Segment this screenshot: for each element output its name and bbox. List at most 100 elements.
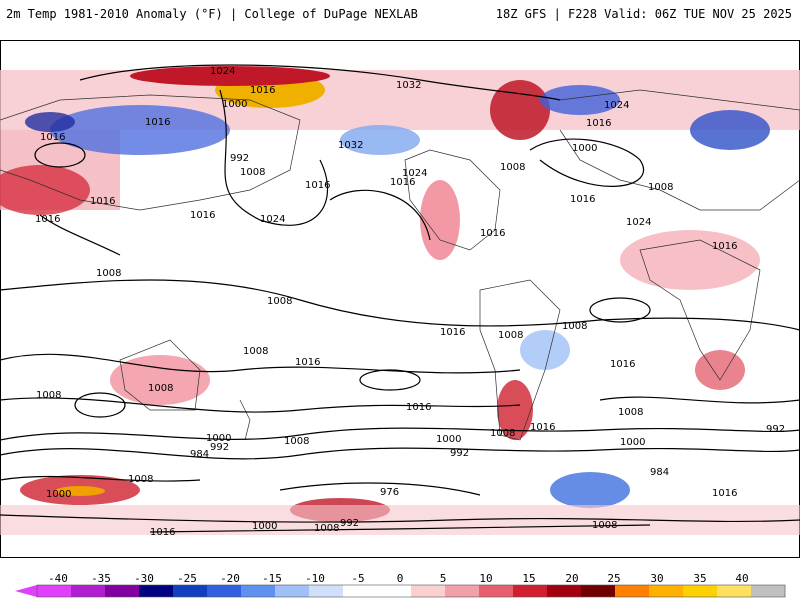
contour-label: 1024 xyxy=(604,100,629,111)
coastlines xyxy=(0,89,800,441)
contour-label: 1032 xyxy=(338,140,363,151)
contour-label: 1016 xyxy=(406,402,431,413)
colorbar-tick: 15 xyxy=(522,572,536,585)
contour-label: 1016 xyxy=(145,117,170,128)
world-anomaly-map: 1024 1016 1000 1032 1016 992 1008 1016 1… xyxy=(0,40,800,558)
contour-label: 1008 xyxy=(240,167,265,178)
contour-label: 1016 xyxy=(390,177,415,188)
isobar-labels: 1024 1016 1000 1032 1016 992 1008 1016 1… xyxy=(35,66,785,538)
colorbar-swatch xyxy=(309,585,344,597)
contour-label: 1008 xyxy=(562,321,587,332)
colorbar-tick: 0 xyxy=(396,572,404,585)
contour-label: 1016 xyxy=(150,527,175,538)
colorbar-swatch xyxy=(71,585,106,597)
contour-label: 1008 xyxy=(243,346,268,357)
colorbar-swatch xyxy=(275,585,310,597)
contour-label: 1000 xyxy=(206,433,231,444)
contour-label: 1008 xyxy=(498,330,523,341)
colorbar-swatch xyxy=(37,585,72,597)
contour-label: 1016 xyxy=(586,118,611,129)
map-title: 2m Temp 1981-2010 Anomaly (°F) | College… xyxy=(6,7,418,21)
contour-label: 1016 xyxy=(712,488,737,499)
colorbar-tick: -10 xyxy=(305,572,325,585)
contour-label: 992 xyxy=(450,448,469,459)
colorbar-tick: 30 xyxy=(650,572,664,585)
contour-label: 1016 xyxy=(295,357,320,368)
anomaly-shading xyxy=(0,66,800,535)
colorbar-tick: 5 xyxy=(439,572,447,585)
contour-label: 984 xyxy=(650,467,669,478)
colorbar-swatch xyxy=(343,585,378,597)
contour-label: 992 xyxy=(230,153,249,164)
contour-label: 1008 xyxy=(314,523,339,534)
contour-label: 984 xyxy=(190,449,209,460)
contour-label: 1016 xyxy=(35,214,60,225)
contour-label: 1000 xyxy=(252,521,277,532)
contour-label: 1000 xyxy=(572,143,597,154)
colorbar-frame xyxy=(36,584,786,598)
contour-label: 992 xyxy=(766,424,785,435)
colorbar-swatch xyxy=(649,585,684,597)
contour-label: 1016 xyxy=(250,85,275,96)
contour-label: 1016 xyxy=(190,210,215,221)
colorbar-low-arrow xyxy=(15,585,37,597)
contour-label: 1008 xyxy=(500,162,525,173)
contour-label: 1008 xyxy=(96,268,121,279)
contour-label: 1024 xyxy=(260,214,285,225)
contour-label: 1000 xyxy=(620,437,645,448)
contour-label: 1024 xyxy=(402,168,427,179)
contour-label: 1008 xyxy=(148,383,173,394)
colorbar-swatch xyxy=(751,585,786,597)
contour-label: 1024 xyxy=(210,66,235,77)
contour-label: 1000 xyxy=(46,489,71,500)
colorbar-swatch xyxy=(105,585,140,597)
colorbar-swatch xyxy=(479,585,514,597)
colorbar-swatch xyxy=(547,585,582,597)
contour-label: 1000 xyxy=(222,99,247,110)
colorbar-swatch xyxy=(411,585,446,597)
contour-label: 1016 xyxy=(90,196,115,207)
contour-label: 1016 xyxy=(530,422,555,433)
colorbar-tick: -20 xyxy=(220,572,240,585)
colorbar-swatch xyxy=(139,585,174,597)
map-panel: 1024 1016 1000 1032 1016 992 1008 1016 1… xyxy=(0,40,800,558)
contour-label: 1008 xyxy=(648,182,673,193)
colorbar-tick: 25 xyxy=(607,572,621,585)
contour-label: 1016 xyxy=(440,327,465,338)
contour-label: 976 xyxy=(380,487,399,498)
contour-label: 992 xyxy=(340,518,359,529)
colorbar-tick: -5 xyxy=(351,572,365,585)
colorbar-swatch xyxy=(445,585,480,597)
contour-label: 1024 xyxy=(626,217,651,228)
colorbar-tick: -30 xyxy=(134,572,154,585)
contour-label: 1008 xyxy=(284,436,309,447)
contour-label: 1008 xyxy=(592,520,617,531)
contour-label: 1008 xyxy=(36,390,61,401)
contour-label: 1008 xyxy=(128,474,153,485)
colorbar-tick: 10 xyxy=(479,572,493,585)
colorbar-tick: -35 xyxy=(91,572,111,585)
contour-label: 1016 xyxy=(480,228,505,239)
colorbar-tick: -40 xyxy=(48,572,68,585)
contour-label: 1016 xyxy=(712,241,737,252)
contour-label: 1032 xyxy=(396,80,421,91)
contour-label: 1008 xyxy=(490,428,515,439)
contour-label: 1016 xyxy=(305,180,330,191)
colorbar-tick: 35 xyxy=(693,572,707,585)
colorbar-swatch xyxy=(377,585,412,597)
colorbar-swatch xyxy=(241,585,276,597)
colorbar xyxy=(0,582,800,600)
colorbar-tick: -15 xyxy=(262,572,282,585)
colorbar-swatch xyxy=(173,585,208,597)
colorbar-svg xyxy=(15,584,786,598)
contour-label: 1016 xyxy=(40,132,65,143)
contour-label: 1016 xyxy=(570,194,595,205)
contour-label: 1016 xyxy=(610,359,635,370)
colorbar-ticks: -40 -35 -30 -25 -20 -15 -10 -5 0 5 10 15… xyxy=(0,572,800,585)
colorbar-tick: -25 xyxy=(177,572,197,585)
colorbar-swatch xyxy=(717,585,752,597)
colorbar-swatch xyxy=(581,585,616,597)
colorbar-swatch xyxy=(513,585,548,597)
contour-label: 1000 xyxy=(436,434,461,445)
colorbar-tick: 40 xyxy=(735,572,749,585)
